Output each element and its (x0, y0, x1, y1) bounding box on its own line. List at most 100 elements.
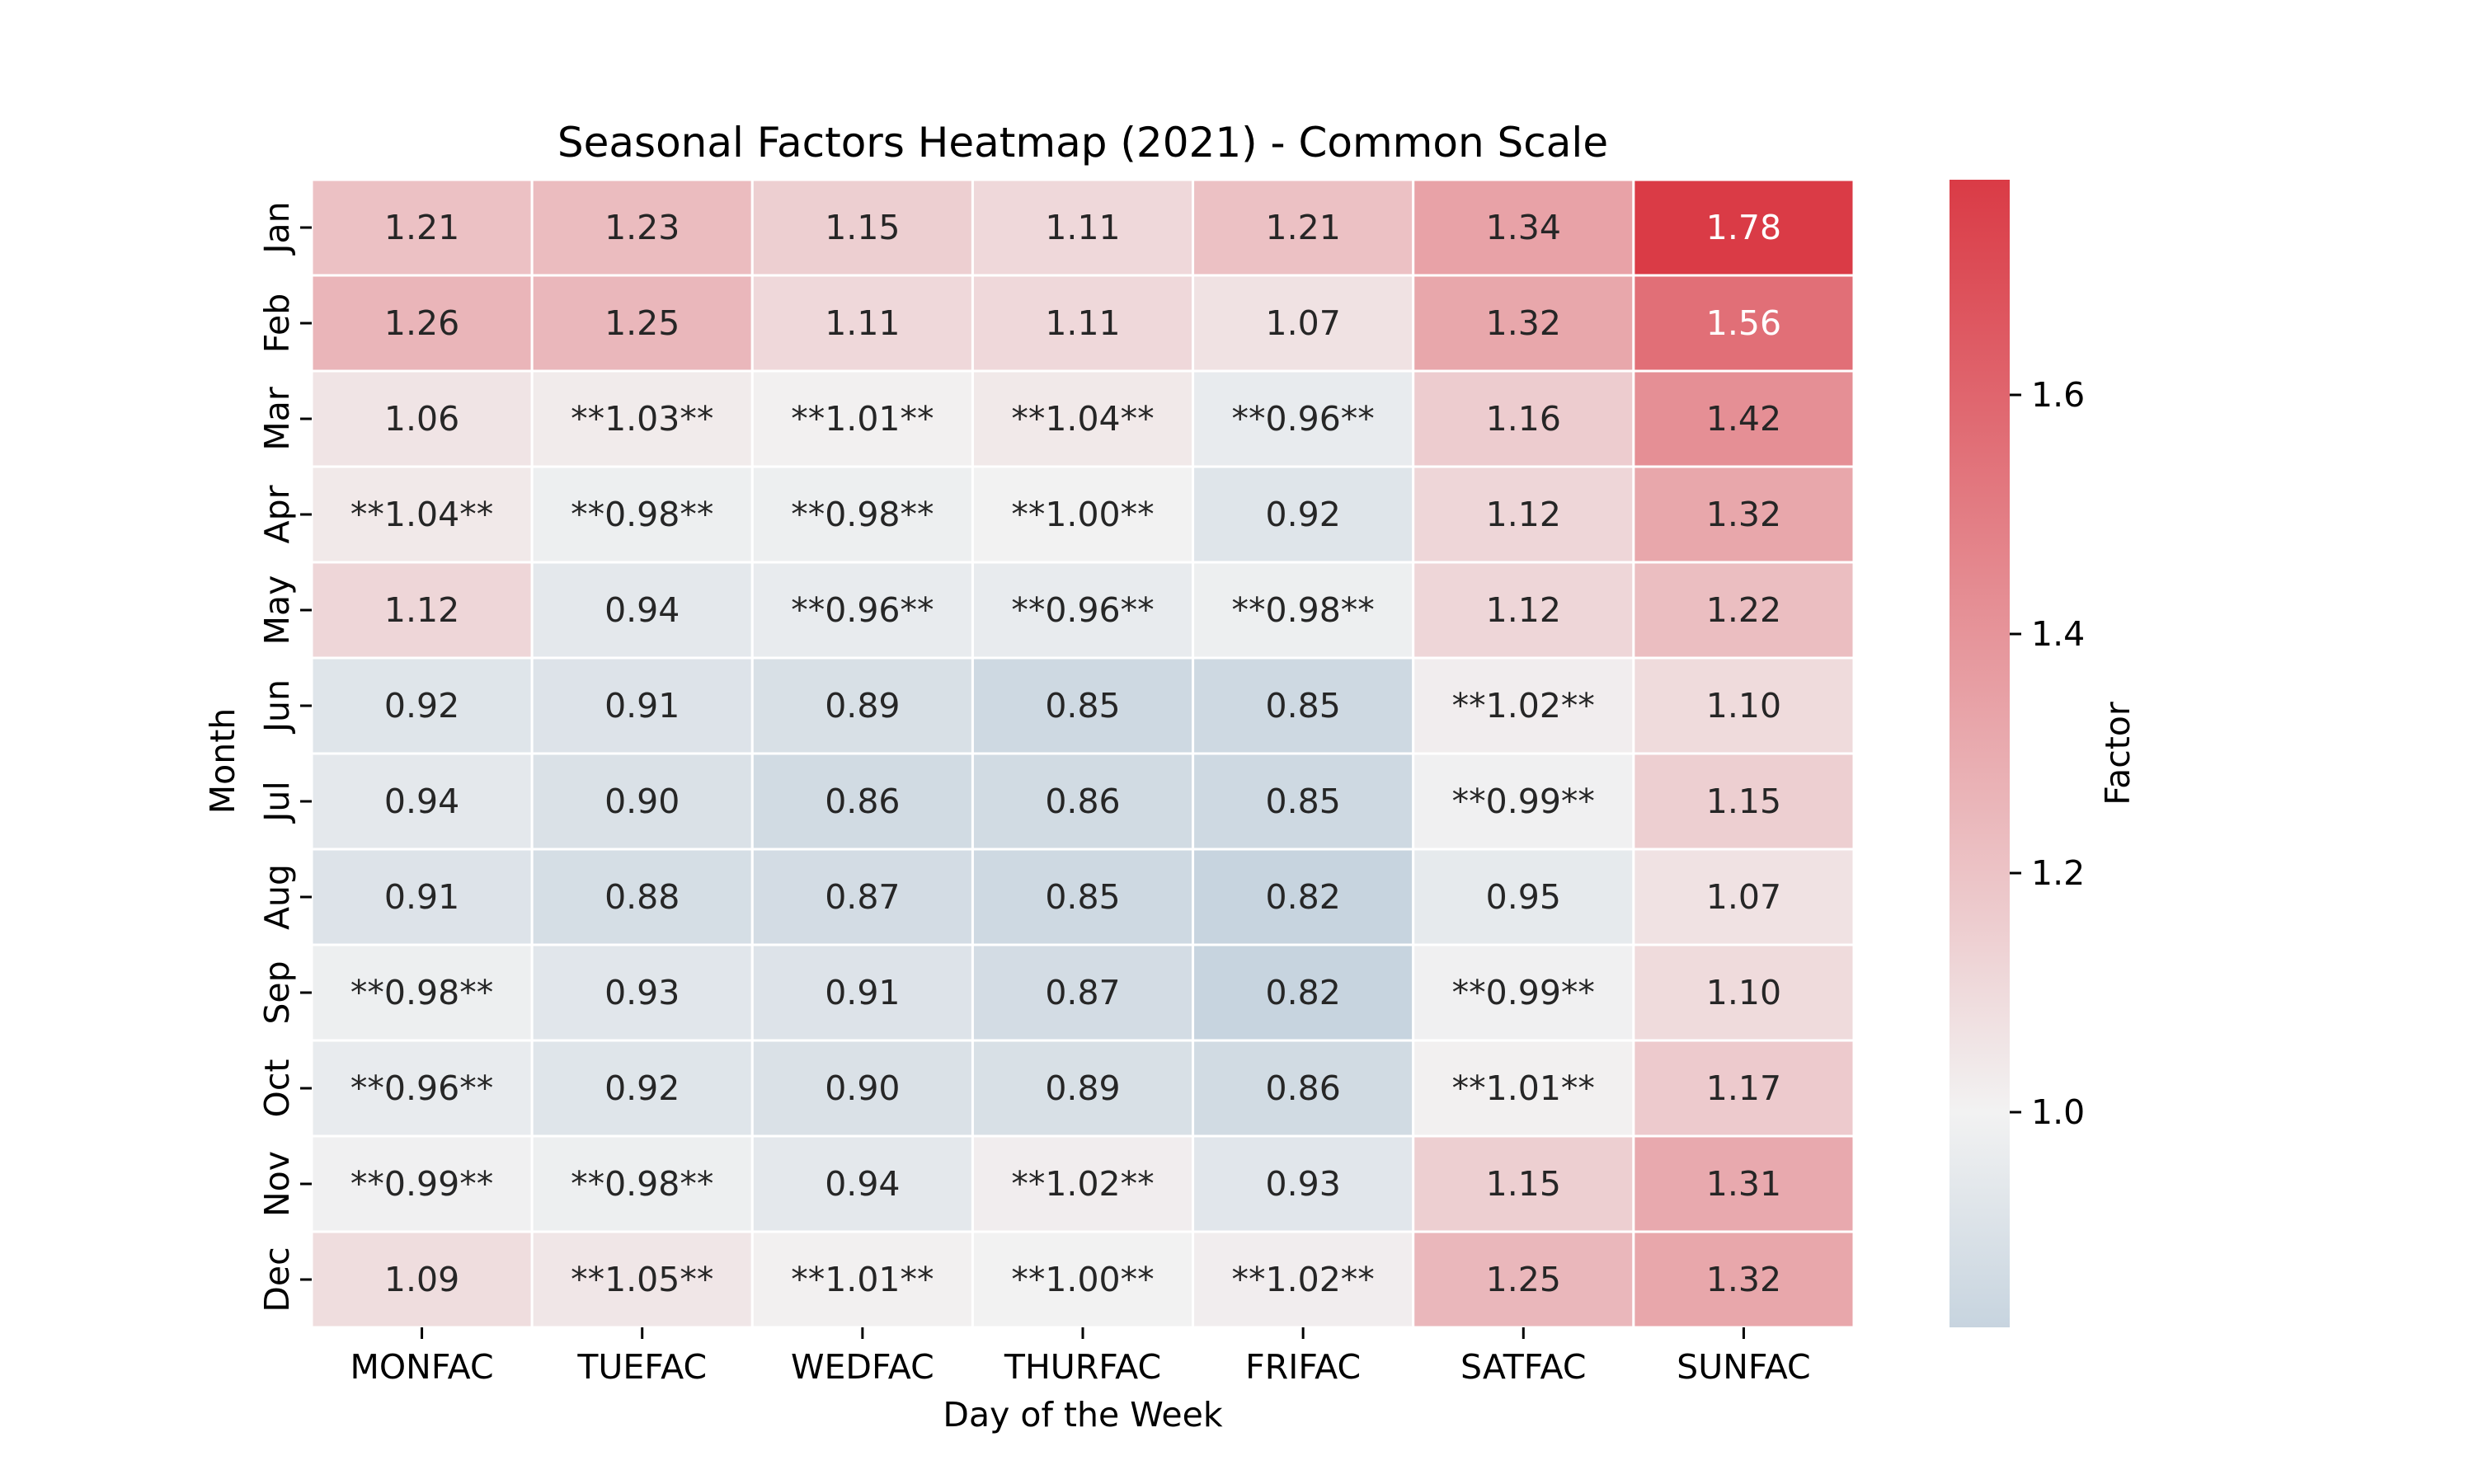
heatmap-cell (1192, 656, 1415, 755)
heatmap-cell (1192, 943, 1415, 1042)
heatmap-cell (530, 1134, 754, 1233)
cell-value-label: 0.82 (1265, 877, 1340, 917)
heatmap-cell (1632, 465, 1856, 564)
heatmap-cell (530, 178, 754, 277)
cell-value-label: 0.88 (604, 877, 680, 917)
heatmap-cell (750, 1134, 974, 1233)
heatmap-cell (1412, 1039, 1635, 1138)
cell-value-label: **0.99** (1452, 973, 1595, 1012)
cell-value-label: 1.11 (825, 303, 900, 343)
cell-value-label: 1.34 (1486, 208, 1561, 247)
heatmap-cell (1632, 1039, 1856, 1138)
cell-value-label: 0.94 (384, 782, 459, 821)
heatmap-cell (1192, 369, 1415, 468)
heatmap-cell (530, 848, 754, 946)
cell-value-label: **1.05** (571, 1260, 713, 1299)
cell-value-label: 0.93 (1265, 1164, 1340, 1204)
cell-value-label: **0.96** (1231, 399, 1374, 439)
heatmap-cell (1412, 1134, 1635, 1233)
cell-value-label: 1.25 (604, 303, 680, 343)
heatmap-cell (1632, 848, 1856, 946)
heatmap-cell-labels: 1.21 1.23 1.15 1.11 1.21 1.34 1.78 1.26 1.25 1.11… (350, 208, 1781, 1299)
y-tick-label: Feb (257, 294, 297, 354)
cell-value-label: 0.82 (1265, 973, 1340, 1012)
cell-value-label: 1.32 (1486, 303, 1561, 343)
cell-value-label: 0.92 (604, 1068, 680, 1108)
heatmap-cell (310, 178, 534, 277)
cell-value-label: 0.89 (825, 686, 900, 726)
heatmap-cell (971, 1039, 1195, 1138)
heatmap-cells (310, 178, 1856, 1329)
heatmap-cell (1192, 1039, 1415, 1138)
colorbar-tick-label: 1.0 (2031, 1092, 2085, 1132)
cell-value-label: 0.92 (384, 686, 459, 726)
heatmap-cell (1632, 369, 1856, 468)
heatmap-cell (971, 1230, 1195, 1329)
colorbar-tick-label: 1.2 (2031, 853, 2085, 893)
y-tick-label: Oct (257, 1059, 297, 1118)
y-tick-label: Nov (257, 1151, 297, 1217)
heatmap-cell (750, 1039, 974, 1138)
heatmap-cell (750, 752, 974, 851)
cell-value-label: 0.85 (1045, 877, 1120, 917)
cell-value-label: 1.11 (1045, 303, 1120, 343)
heatmap-cell (310, 1039, 534, 1138)
heatmap-cell (750, 274, 974, 373)
chart-title: Seasonal Factors Heatmap (2021) - Common… (557, 119, 1608, 167)
heatmap-cell (1412, 752, 1635, 851)
y-tick-label: Dec (257, 1247, 297, 1312)
heatmap-cell (1192, 752, 1415, 851)
y-axis-label: Month (203, 708, 242, 815)
cell-value-label: **0.96** (350, 1068, 493, 1108)
heatmap-cell (971, 752, 1195, 851)
cell-value-label: 1.78 (1706, 208, 1781, 247)
cell-value-label: 1.15 (1486, 1164, 1561, 1204)
x-tick-label: WEDFAC (791, 1347, 934, 1387)
y-tick-label: Jul (257, 781, 297, 824)
cell-value-label: 1.42 (1706, 399, 1781, 439)
heatmap-cell (1632, 1134, 1856, 1233)
heatmap-cell (1632, 752, 1856, 851)
cell-value-label: **1.04** (350, 495, 493, 534)
x-tick-label: FRIFAC (1245, 1347, 1361, 1387)
cell-value-label: 0.87 (825, 877, 900, 917)
cell-value-label: **0.99** (350, 1164, 493, 1204)
cell-value-label: 0.85 (1045, 686, 1120, 726)
cell-value-label: 1.12 (384, 590, 459, 630)
x-tick-label: TUEFAC (576, 1347, 707, 1387)
cell-value-label: **1.00** (1011, 495, 1154, 534)
cell-value-label: 1.22 (1706, 590, 1781, 630)
cell-value-label: 0.86 (1265, 1068, 1340, 1108)
cell-value-label: **1.00** (1011, 1260, 1154, 1299)
cell-value-label: **1.03** (571, 399, 713, 439)
heatmap-cell (1632, 274, 1856, 373)
x-tick-label: SATFAC (1460, 1347, 1586, 1387)
y-tick-label: Sep (257, 960, 297, 1024)
heatmap-cell (530, 369, 754, 468)
heatmap-cell (310, 465, 534, 564)
cell-value-label: 1.12 (1486, 495, 1561, 534)
cell-value-label: **1.01** (791, 1260, 934, 1299)
cell-value-label: 1.10 (1706, 973, 1781, 1012)
colorbar-ticks: 1.0 1.2 1.4 1.6 (2010, 375, 2085, 1132)
heatmap-cell (971, 369, 1195, 468)
colorbar (1950, 180, 2010, 1327)
cell-value-label: 1.23 (604, 208, 680, 247)
cell-value-label: 1.21 (1265, 208, 1340, 247)
x-axis-label: Day of the Week (943, 1395, 1222, 1435)
cell-value-label: 1.21 (384, 208, 459, 247)
cell-value-label: 1.32 (1706, 495, 1781, 534)
heatmap-cell (750, 369, 974, 468)
cell-value-label: 0.86 (825, 782, 900, 821)
cell-value-label: **0.98** (1231, 590, 1374, 630)
y-tick-label: Mar (257, 387, 297, 450)
cell-value-label: 1.32 (1706, 1260, 1781, 1299)
cell-value-label: **1.01** (1452, 1068, 1595, 1108)
heatmap-cell (310, 1230, 534, 1329)
heatmap-cell (1192, 274, 1415, 373)
cell-value-label: **0.99** (1452, 782, 1595, 821)
cell-value-label: 0.93 (604, 973, 680, 1012)
cell-value-label: 0.90 (825, 1068, 900, 1108)
x-tick-label: SUNFAC (1677, 1347, 1810, 1387)
heatmap-cell (530, 1230, 754, 1329)
